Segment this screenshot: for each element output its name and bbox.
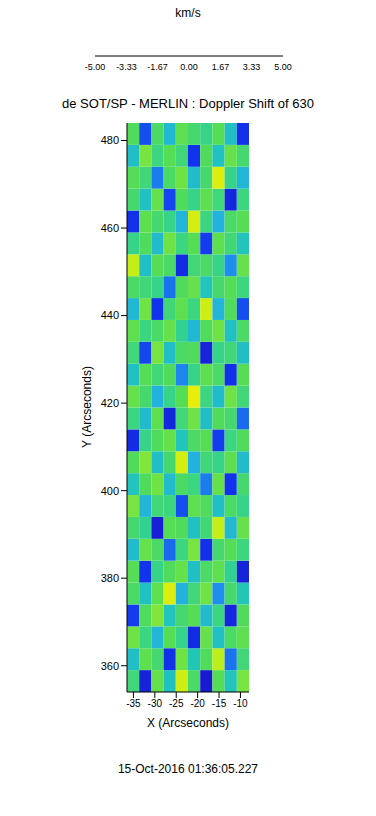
svg-text:-10: -10 (233, 698, 248, 709)
html-text:de SOT/SP - MERLIN : Doppler S: de SOT/SP - MERLIN : Doppler Shift of 63… (62, 96, 314, 111)
svg-text:-30: -30 (148, 698, 163, 709)
svg-text:400: 400 (101, 485, 119, 497)
svg-text:-15: -15 (212, 698, 227, 709)
svg-text:-1.67: -1.67 (147, 62, 168, 72)
svg-text:-5.00: -5.00 (85, 62, 106, 72)
svg-text:3.33: 3.33 (243, 62, 261, 72)
svg-text:380: 380 (101, 572, 119, 584)
svg-text:420: 420 (101, 397, 119, 409)
svg-text:480: 480 (101, 134, 119, 146)
svg-text:0.00: 0.00 (180, 62, 198, 72)
svg-text:-35: -35 (126, 698, 141, 709)
html-text:Y (Arcseconds): Y (Arcseconds) (80, 366, 94, 448)
svg-text:X (Arcseconds): X (Arcseconds) (147, 716, 229, 730)
svg-text:460: 460 (101, 222, 119, 234)
svg-text:-3.33: -3.33 (116, 62, 137, 72)
svg-text:-25: -25 (169, 698, 184, 709)
svg-text:5.00: 5.00 (274, 62, 292, 72)
svg-text:440: 440 (101, 309, 119, 321)
svg-text:1.67: 1.67 (212, 62, 230, 72)
svg-text:-20: -20 (190, 698, 205, 709)
html-text:km/s: km/s (175, 6, 201, 20)
html-text:15-Oct-2016 01:36:05.227: 15-Oct-2016 01:36:05.227 (117, 762, 258, 776)
svg-text:360: 360 (101, 660, 119, 672)
